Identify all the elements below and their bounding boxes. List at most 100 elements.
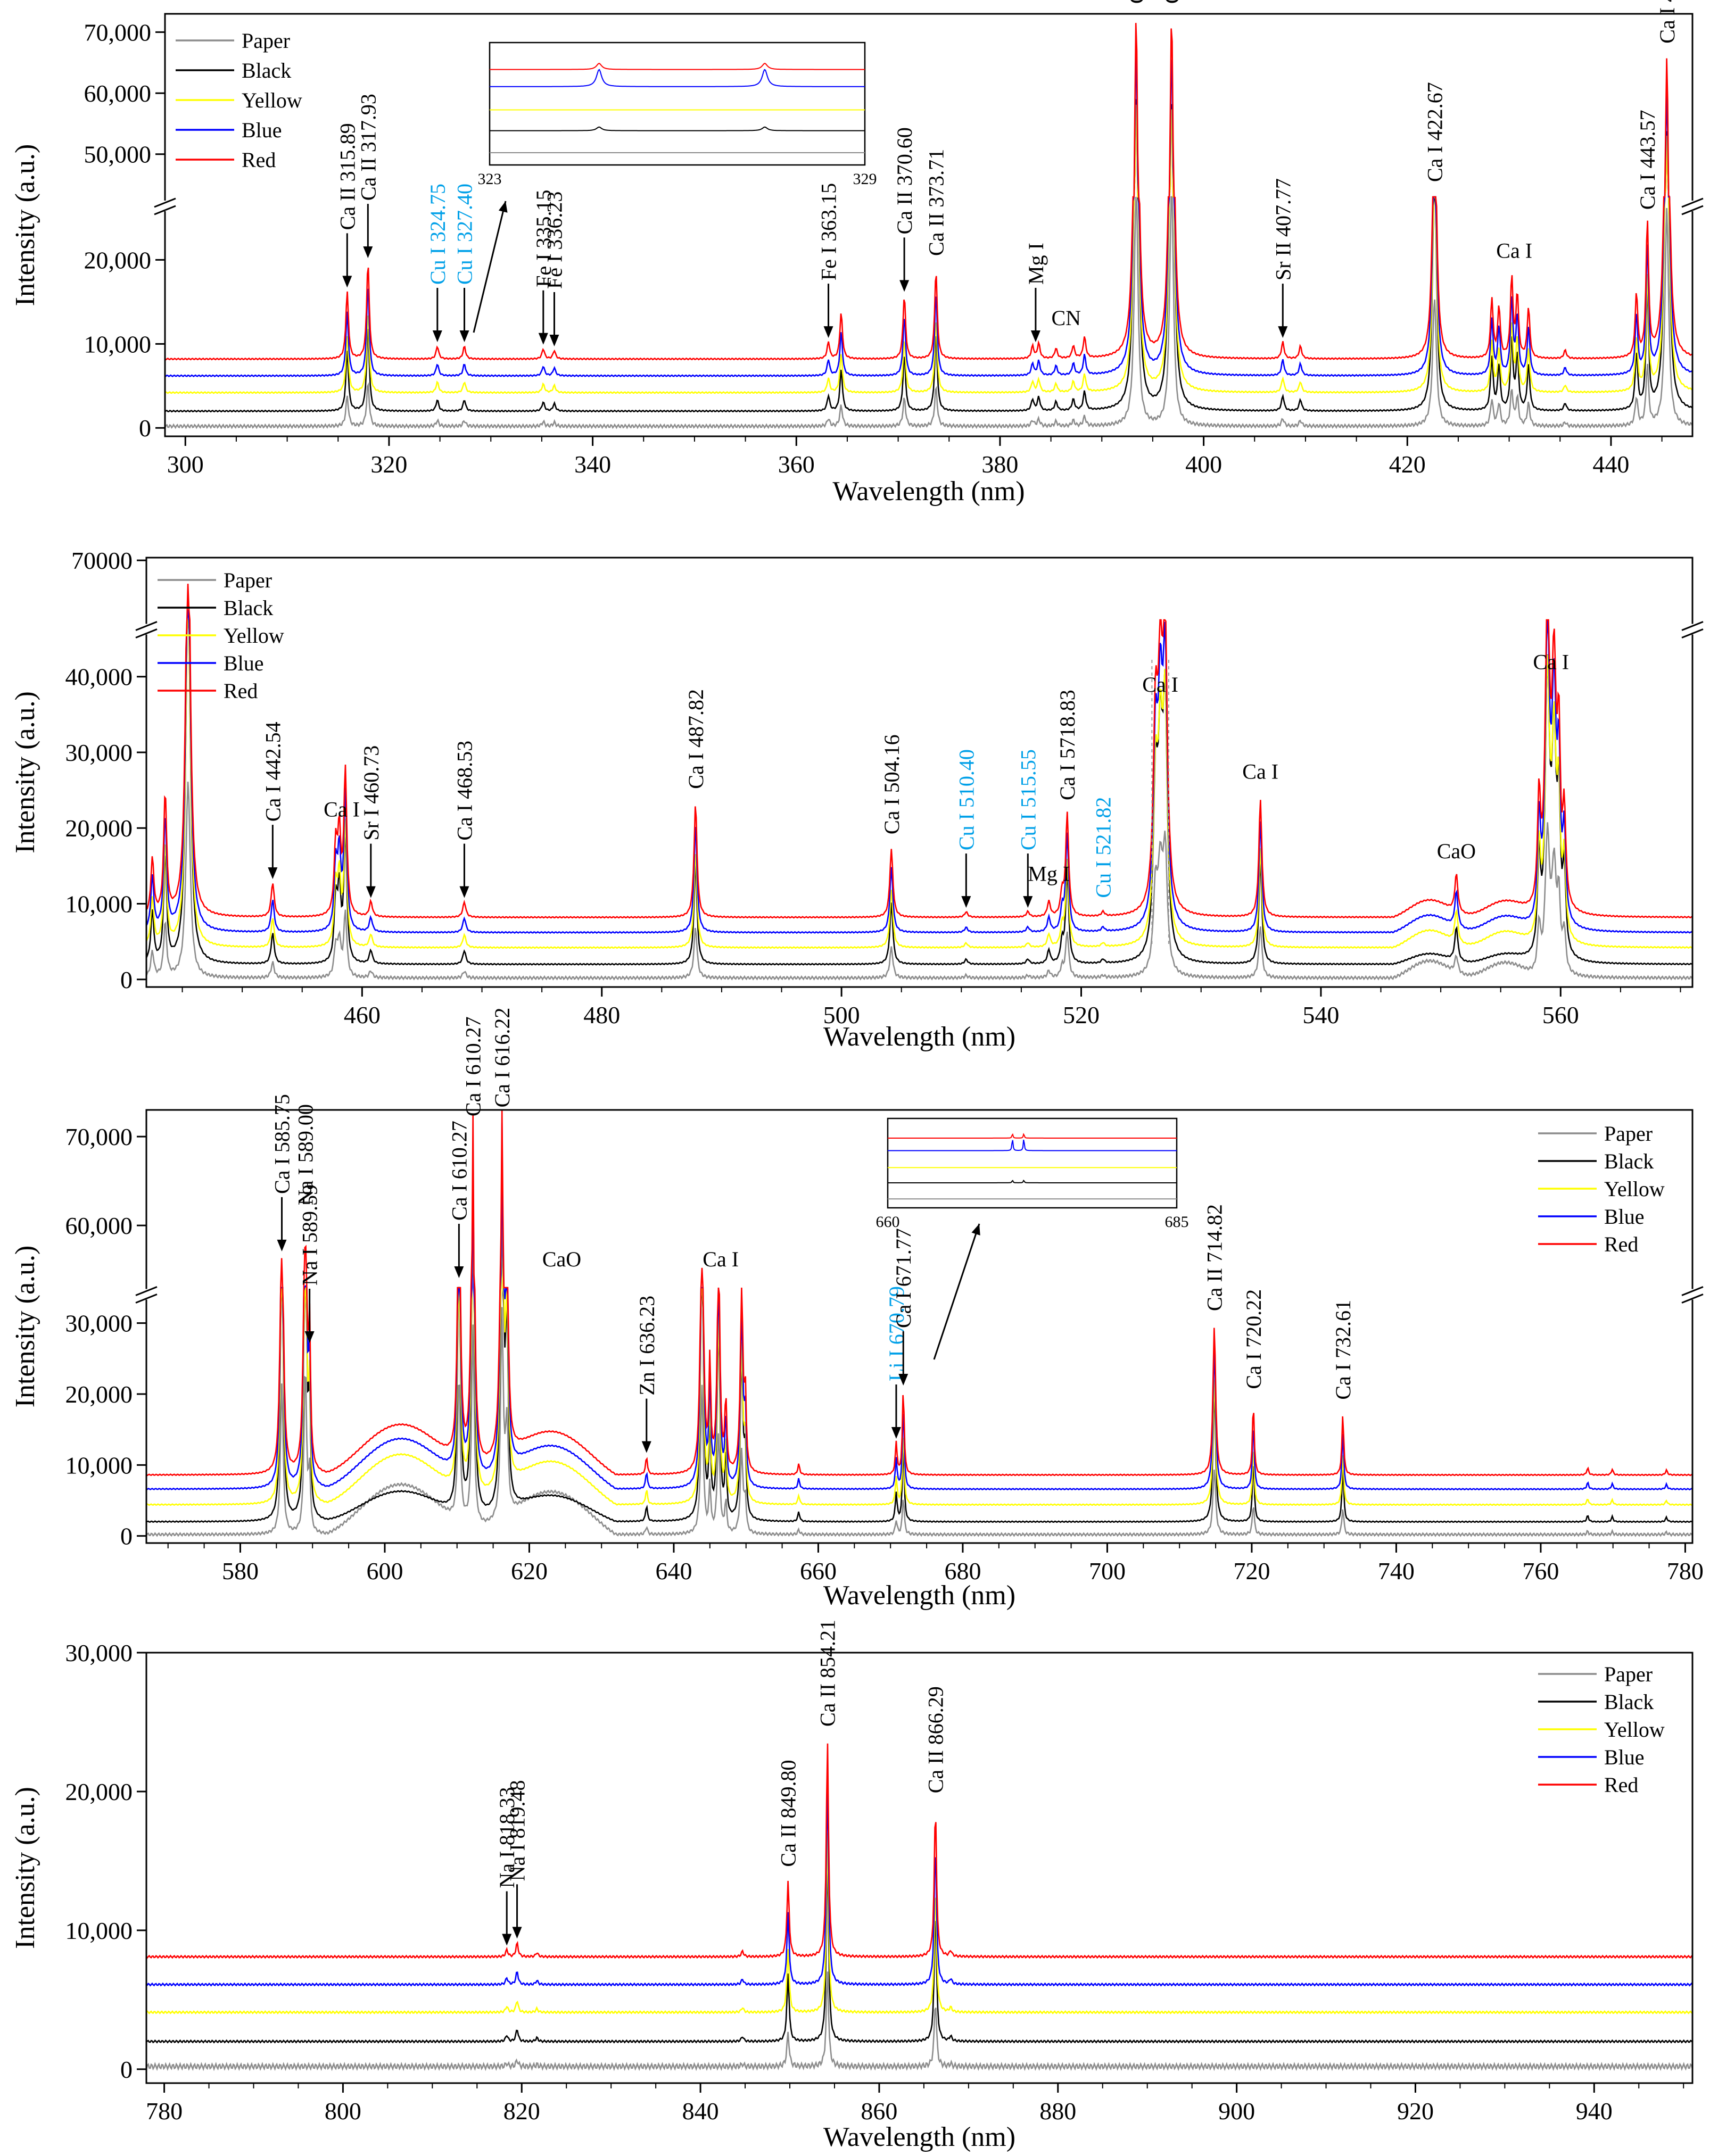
y-tick-label: 10,000	[65, 1452, 133, 1479]
x-tick-label: 740	[1378, 1557, 1415, 1585]
peak-label: Ca I 442.54	[261, 722, 285, 822]
y-tick-label: 70,000	[84, 19, 152, 46]
inset-line-black	[888, 1179, 1177, 1183]
peak-arrow-head	[277, 1239, 287, 1251]
peak-label: Ca I 422.67	[1423, 82, 1447, 182]
series-group	[146, 584, 1692, 981]
peak-arrow-head	[961, 896, 971, 908]
x-tick-label: 620	[511, 1557, 548, 1585]
inset-line-red	[888, 1133, 1177, 1139]
inset-frame	[489, 42, 866, 166]
axis-break-mark	[1681, 628, 1704, 638]
x-tick-label: 420	[1389, 451, 1426, 478]
legend-label: Blue	[1604, 1745, 1645, 1769]
panel-p3: 580 600 620 640 660 680 700 720 740 760 780 0 10,000…	[10, 1008, 1704, 1611]
axis-break-mark	[1681, 197, 1704, 208]
peak-label: Ca I 445.48	[1655, 0, 1679, 44]
inset-pointer-arrow	[473, 201, 507, 333]
y-tick-label: 30,000	[65, 1310, 133, 1337]
peak-arrow-head	[641, 1441, 651, 1453]
y-tick-label: 60,000	[84, 80, 152, 107]
peak-arrow-head	[366, 886, 376, 898]
x-tick-label: 380	[981, 451, 1018, 478]
peak-label: Cu I 324.75	[426, 184, 450, 285]
y-tick-label: 70,000	[65, 1123, 133, 1150]
peak-label: Cu I 510.40	[954, 749, 978, 850]
inset-tick-label: 329	[853, 170, 877, 188]
axis-break-mark	[1681, 1286, 1704, 1296]
legend-label: Paper	[1604, 1122, 1653, 1146]
legend-label: Blue	[224, 651, 264, 675]
panel-p2: 460 480 500 520 540 560 0 10,000 20,000 30,000 40,…	[10, 547, 1704, 1052]
peak-label: CaO	[1437, 839, 1476, 863]
x-tick-label: 580	[222, 1557, 259, 1585]
inset-line-black	[490, 126, 865, 131]
inset-line-blue	[490, 69, 865, 87]
x-axis-label: Wavelength (nm)	[823, 1022, 1015, 1052]
legend-label: Black	[1604, 1149, 1654, 1173]
series-line-paper	[165, 196, 1692, 429]
y-tick-label: 20,000	[65, 1778, 133, 1805]
peak-arrow-head	[512, 1927, 522, 1939]
legend-label: Red	[1604, 1232, 1638, 1256]
panel-p4: 780 800 820 840 860 880 900 920 940 0 10,000 20,000…	[10, 1620, 1694, 2152]
x-axis-label: Wavelength (nm)	[823, 2122, 1015, 2152]
series-line-paper	[146, 782, 1692, 981]
peak-label: Ca I 616.22	[490, 1008, 514, 1108]
legend-label: Black	[1604, 1690, 1654, 1714]
legend-label: Yellow	[1604, 1177, 1665, 1201]
legend: Paper Black Yellow Blue Red	[1538, 1122, 1665, 1256]
peak-label: Fe I 335.15	[532, 189, 556, 287]
peak-label: Mg I	[1024, 243, 1048, 285]
annotations: Ca I 442.54 Ca ISr I 460.73 Ca I 468.53Ca …	[261, 650, 1569, 908]
legend-label: Yellow	[1604, 1718, 1665, 1742]
peak-arrow-head	[342, 276, 352, 288]
peak-arrow-head	[899, 280, 910, 292]
y-tick-label: 30,000	[65, 1639, 133, 1666]
x-tick-label: 520	[1063, 1001, 1100, 1029]
legend-label: Blue	[1604, 1205, 1645, 1229]
peak-label: Fe I 363.15	[817, 183, 841, 280]
series-line-yellow	[165, 104, 1692, 394]
y-tick-label: 10,000	[65, 891, 133, 918]
series-line-yellow	[146, 1832, 1692, 2014]
series-line-red	[146, 1743, 1692, 1959]
series-line-yellow	[146, 1201, 1692, 1506]
legend-label: Yellow	[242, 88, 302, 112]
x-tick-label: 300	[167, 451, 204, 478]
peak-label: Mg I	[1028, 862, 1070, 886]
legend-label: Red	[242, 148, 276, 172]
peak-arrow-head	[549, 334, 559, 346]
series-line-black	[146, 1851, 1692, 2044]
legend: Paper Black Yellow Blue Red	[176, 29, 302, 172]
series-line-black	[146, 619, 1692, 966]
peak-arrow-head	[304, 1331, 315, 1343]
legend: Paper Black Yellow Blue Red	[158, 568, 284, 703]
peak-label: Ca II 370.60	[893, 127, 916, 234]
axes-frame	[145, 557, 1694, 988]
x-tick-label: 340	[574, 451, 611, 478]
x-tick-label: 660	[800, 1557, 837, 1585]
y-tick-label: 20,000	[84, 246, 152, 273]
axis-break-mark	[1681, 1293, 1704, 1304]
peak-arrow-head	[459, 330, 469, 343]
peak-arrow-head	[823, 326, 833, 338]
y-axis-label: Intensity (a.u.)	[10, 1246, 40, 1408]
peak-arrow-head	[1278, 326, 1288, 338]
series-group	[165, 23, 1692, 429]
peak-label: Cu I 327.40	[453, 184, 477, 285]
x-tick-label: 940	[1576, 2097, 1613, 2125]
x-tick-label: 900	[1218, 2097, 1255, 2125]
peak-label: Ca I 5718.83	[1055, 690, 1079, 800]
x-tick-label: 920	[1397, 2097, 1434, 2125]
inset-line-red	[490, 63, 865, 70]
peak-arrow-head	[459, 886, 469, 898]
y-tick-label: 20,000	[65, 1381, 133, 1408]
peak-label: Ca I	[1142, 673, 1178, 696]
peak-label: Cu I 521.82	[1091, 797, 1115, 898]
peak-arrow-head	[363, 246, 373, 259]
series-line-black	[146, 1201, 1692, 1523]
legend-label: Paper	[224, 568, 272, 592]
